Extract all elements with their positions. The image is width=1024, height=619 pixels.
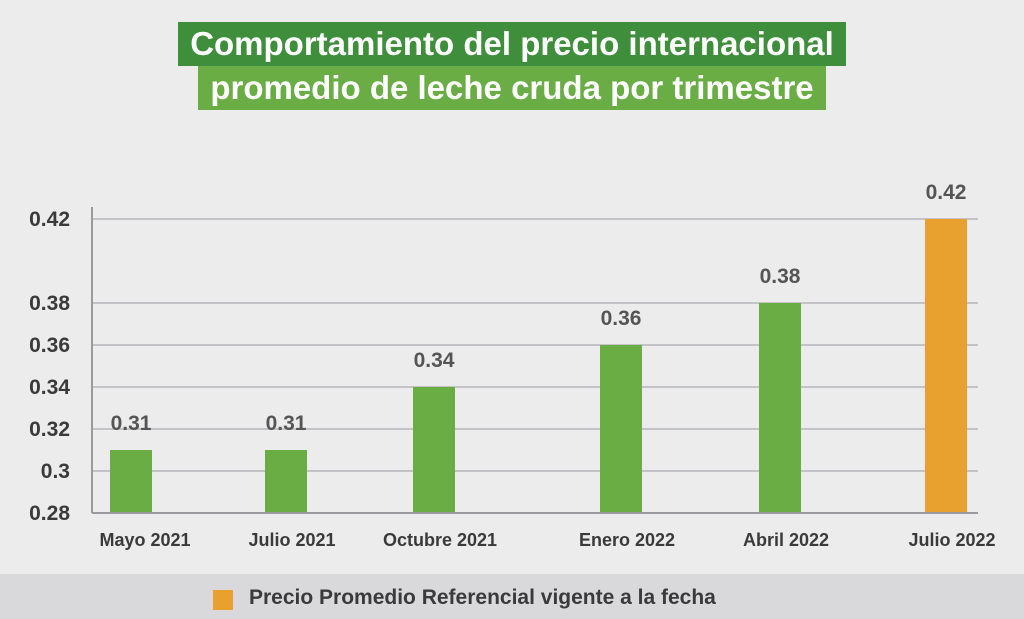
grid-lines — [92, 218, 978, 472]
y-tick-label: 0.42 — [29, 208, 70, 231]
data-label: 0.31 — [266, 412, 307, 435]
y-tick-label: 0.3 — [41, 460, 70, 483]
legend-label: Precio Promedio Referencial vigente a la… — [249, 586, 716, 609]
bar-chart: 0.28 0.3 0.32 0.34 0.36 0.38 0.42 0.31 Mayo 2021… — [29, 181, 995, 550]
bar — [265, 450, 307, 513]
labels: 0.28 0.3 0.32 0.34 0.36 0.38 0.42 0.31 Mayo 2021… — [29, 181, 995, 550]
chart-title-line-2: promedio de leche cruda por trimestre — [198, 66, 826, 110]
bar — [600, 345, 642, 513]
chart-title-line-1: Comportamiento del precio internacional — [178, 22, 846, 66]
chart-title: Comportamiento del precio internacional … — [0, 22, 1024, 110]
x-category-label: Julio 2021 — [248, 530, 335, 550]
data-label: 0.42 — [926, 181, 967, 204]
data-label: 0.36 — [601, 307, 642, 330]
axes — [91, 207, 978, 514]
y-tick-label: 0.32 — [29, 418, 70, 441]
x-category-label: Julio 2022 — [908, 530, 995, 550]
x-category-label: Mayo 2021 — [99, 530, 190, 550]
data-label: 0.38 — [760, 265, 801, 288]
legend: Precio Promedio Referencial vigente a la… — [0, 574, 1024, 619]
data-label: 0.34 — [414, 349, 455, 372]
x-category-label: Octubre 2021 — [383, 530, 497, 550]
y-tick-label: 0.38 — [29, 292, 70, 315]
bars — [110, 219, 967, 513]
data-label: 0.31 — [111, 412, 152, 435]
y-tick-label: 0.34 — [29, 376, 70, 399]
x-category-label: Abril 2022 — [743, 530, 829, 550]
y-tick-label: 0.28 — [29, 502, 70, 525]
y-tick-label: 0.36 — [29, 334, 70, 357]
x-category-label: Enero 2022 — [579, 530, 675, 550]
legend-swatch-orange — [213, 590, 233, 610]
bar — [925, 219, 967, 513]
bar — [759, 303, 801, 513]
bar — [413, 387, 455, 513]
bar — [110, 450, 152, 513]
